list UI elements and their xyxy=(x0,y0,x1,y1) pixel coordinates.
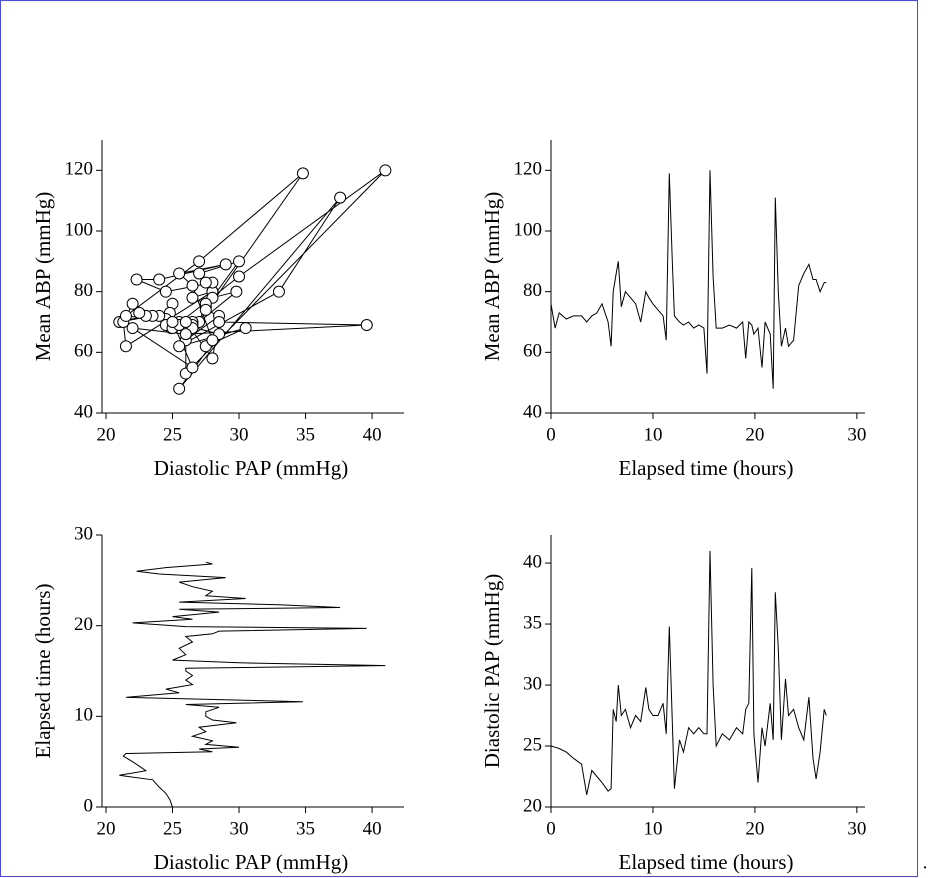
footer-text: . xyxy=(923,852,928,873)
data-point xyxy=(166,316,179,328)
data-point xyxy=(206,352,219,365)
panel: 0 10 20 30 20 25 30 35 40 Diastolic PAP (mmHg) Ela… xyxy=(31,523,404,874)
y-tick-label: 40 xyxy=(523,551,542,572)
y-tick-label: 25 xyxy=(523,734,542,755)
data-point xyxy=(173,267,186,280)
x-axis-label: Diastolic PAP (mmHg) xyxy=(154,850,348,874)
y-axis-label: Mean ABP (mmHg) xyxy=(31,192,55,362)
y-tick-label: 35 xyxy=(523,612,542,633)
panel: 40 60 80 100 120 20 25 30 35 40 Diastolic PAP (mmH… xyxy=(31,140,404,480)
x-tick-label: 30 xyxy=(230,818,249,839)
y-tick-label: 80 xyxy=(523,280,542,301)
data-point xyxy=(334,191,347,204)
x-tick-label: 0 xyxy=(546,424,556,445)
x-tick-label: 10 xyxy=(643,818,662,839)
data-point xyxy=(230,285,243,298)
data-point xyxy=(126,297,139,310)
data-point xyxy=(360,319,373,332)
y-tick-label: 20 xyxy=(523,795,542,816)
data-point xyxy=(193,255,206,268)
x-axis-label: Diastolic PAP (mmHg) xyxy=(154,456,348,480)
y-tick-label: 60 xyxy=(523,341,542,362)
y-tick-label: 30 xyxy=(74,523,93,544)
x-tick-label: 25 xyxy=(163,424,182,445)
data-point xyxy=(233,270,246,283)
data-line xyxy=(550,170,827,389)
data-point xyxy=(173,382,186,395)
x-tick-label: 30 xyxy=(847,424,866,445)
panel: 40 60 80 100 120 0 10 20 30 Elapsed time (hours) M… xyxy=(480,140,866,480)
data-point xyxy=(219,258,232,271)
x-tick-label: 20 xyxy=(96,818,115,839)
data-point xyxy=(179,316,192,328)
x-tick-label: 20 xyxy=(96,424,115,445)
data-point xyxy=(119,309,132,322)
x-tick-label: 40 xyxy=(363,424,382,445)
y-tick-label: 120 xyxy=(514,159,543,180)
data-point xyxy=(130,273,143,286)
x-axis-label: Elapsed time (hours) xyxy=(619,850,794,874)
y-tick-label: 10 xyxy=(74,705,93,726)
data-point xyxy=(173,340,186,353)
data-point xyxy=(186,291,199,304)
y-tick-label: 40 xyxy=(523,401,542,422)
x-tick-label: 10 xyxy=(643,424,662,445)
data-point xyxy=(159,285,172,298)
x-tick-label: 35 xyxy=(296,424,315,445)
y-tick-label: 20 xyxy=(74,614,93,635)
data-point xyxy=(239,322,252,335)
data-point xyxy=(379,164,392,177)
y-tick-label: 100 xyxy=(65,219,94,240)
x-tick-label: 30 xyxy=(230,424,249,445)
y-tick-label: 100 xyxy=(514,219,543,240)
data-point xyxy=(193,267,206,280)
y-axis-label: Elapsed time (hours) xyxy=(31,584,55,759)
data-point xyxy=(199,303,212,316)
data-point xyxy=(206,334,219,347)
data-point xyxy=(186,361,199,374)
data-point xyxy=(199,276,212,289)
x-tick-label: 20 xyxy=(745,818,764,839)
data-point xyxy=(126,322,139,335)
x-tick-label: 35 xyxy=(296,818,315,839)
x-tick-label: 20 xyxy=(745,424,764,445)
data-point xyxy=(213,316,226,328)
data-point xyxy=(272,285,285,298)
y-tick-label: 0 xyxy=(84,795,94,816)
y-tick-label: 30 xyxy=(523,673,542,694)
x-tick-label: 0 xyxy=(546,818,556,839)
data-point xyxy=(179,328,192,341)
data-point xyxy=(153,273,166,286)
data-point xyxy=(296,167,309,180)
data-point xyxy=(233,255,246,268)
y-tick-label: 120 xyxy=(65,159,94,180)
data-line xyxy=(550,550,827,795)
data-point xyxy=(186,279,199,292)
x-tick-label: 30 xyxy=(847,818,866,839)
x-axis-label: Elapsed time (hours) xyxy=(619,456,794,480)
data-line xyxy=(119,561,386,808)
x-tick-label: 40 xyxy=(363,818,382,839)
x-tick-label: 25 xyxy=(163,818,182,839)
data-point xyxy=(133,306,146,319)
y-axis-label: Diastolic PAP (mmHg) xyxy=(480,574,504,768)
y-tick-label: 40 xyxy=(74,401,93,422)
y-tick-label: 60 xyxy=(74,341,93,362)
panel: 20 25 30 35 40 0 10 20 30 Elapsed time (hours) Dia… xyxy=(480,535,866,874)
y-axis-label: Mean ABP (mmHg) xyxy=(480,192,504,362)
data-point xyxy=(119,340,132,353)
y-tick-label: 80 xyxy=(74,280,93,301)
